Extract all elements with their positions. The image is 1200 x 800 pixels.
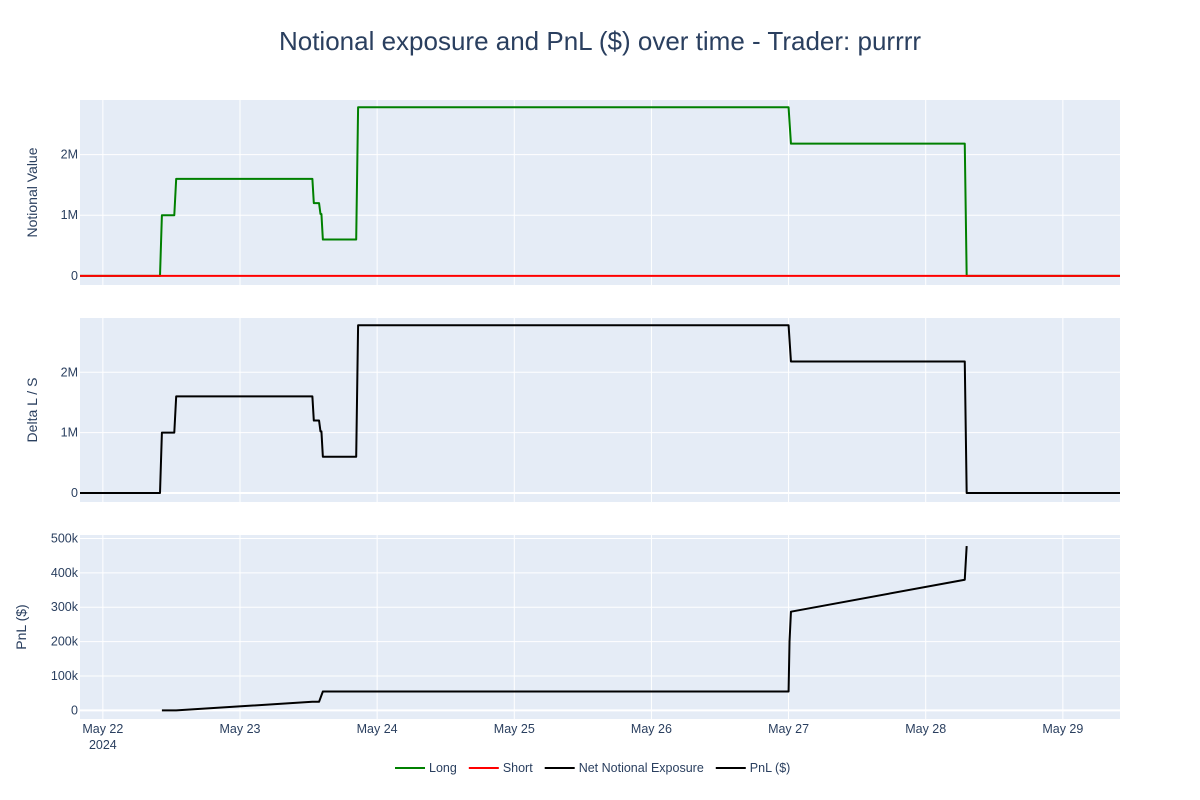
y-tick-label: 200k	[51, 635, 79, 649]
legend-label: PnL ($)	[750, 761, 791, 775]
series-line-pnl[interactable]	[161, 545, 968, 712]
y-tick-label: 100k	[51, 669, 79, 683]
legend-item[interactable]: Long	[395, 761, 457, 775]
chart-legend[interactable]: Long Short Net Notional Exposure PnL ($)	[395, 761, 790, 775]
y-tick-label: 0	[71, 486, 78, 500]
x-tick-label: May 27	[768, 722, 809, 736]
y-tick-label: 1M	[61, 208, 78, 222]
legend-item[interactable]: Net Notional Exposure	[544, 761, 704, 775]
plot-background	[80, 535, 1120, 719]
y-tick-label: 2M	[61, 148, 78, 162]
x-tick-label: May 23	[220, 722, 261, 736]
legend-item[interactable]: PnL ($)	[715, 761, 791, 775]
y-tick-label: 500k	[51, 531, 79, 545]
y-axis-label: Notional Value	[24, 147, 40, 237]
chart-panels: 0 1M 2M Notional Value 0 1M 2M Delta L / S 0 100k…	[13, 100, 1120, 719]
x-tick-label: May 22	[82, 722, 123, 736]
series-line-net-notional-exposure[interactable]	[80, 324, 1120, 494]
legend-label: Long	[429, 761, 457, 775]
x-tick-label: May 29	[1042, 722, 1083, 736]
legend-label: Short	[503, 761, 533, 775]
x-tick-label: May 26	[631, 722, 672, 736]
legend-item[interactable]: Short	[468, 761, 533, 775]
y-axis-label: Delta L / S	[24, 378, 40, 443]
y-tick-label: 0	[71, 703, 78, 717]
x-tick-year-label: 2024	[89, 738, 117, 752]
y-tick-label: 400k	[51, 566, 79, 580]
chart-title: Notional exposure and PnL ($) over time …	[279, 26, 921, 56]
x-tick-label: May 28	[905, 722, 946, 736]
series-line-long[interactable]	[80, 106, 1120, 277]
x-tick-label: May 25	[494, 722, 535, 736]
y-tick-label: 300k	[51, 600, 79, 614]
panel-1: 0 1M 2M Notional Value	[24, 100, 1120, 285]
legend-label: Net Notional Exposure	[579, 761, 704, 775]
panel-2: 0 1M 2M Delta L / S	[24, 318, 1120, 502]
y-tick-label: 0	[71, 269, 78, 283]
y-tick-label: 1M	[61, 426, 78, 440]
panel-3: 0 100k 200k 300k 400k 500k PnL ($)	[13, 531, 1120, 719]
x-axis-ticks: May 22 2024 May 23 May 24 May 25 May 26 May 27…	[82, 722, 1083, 752]
x-tick-label: May 24	[357, 722, 398, 736]
plot-background	[80, 100, 1120, 285]
y-axis-label: PnL ($)	[13, 604, 29, 649]
y-tick-label: 2M	[61, 365, 78, 379]
plot-background	[80, 318, 1120, 502]
